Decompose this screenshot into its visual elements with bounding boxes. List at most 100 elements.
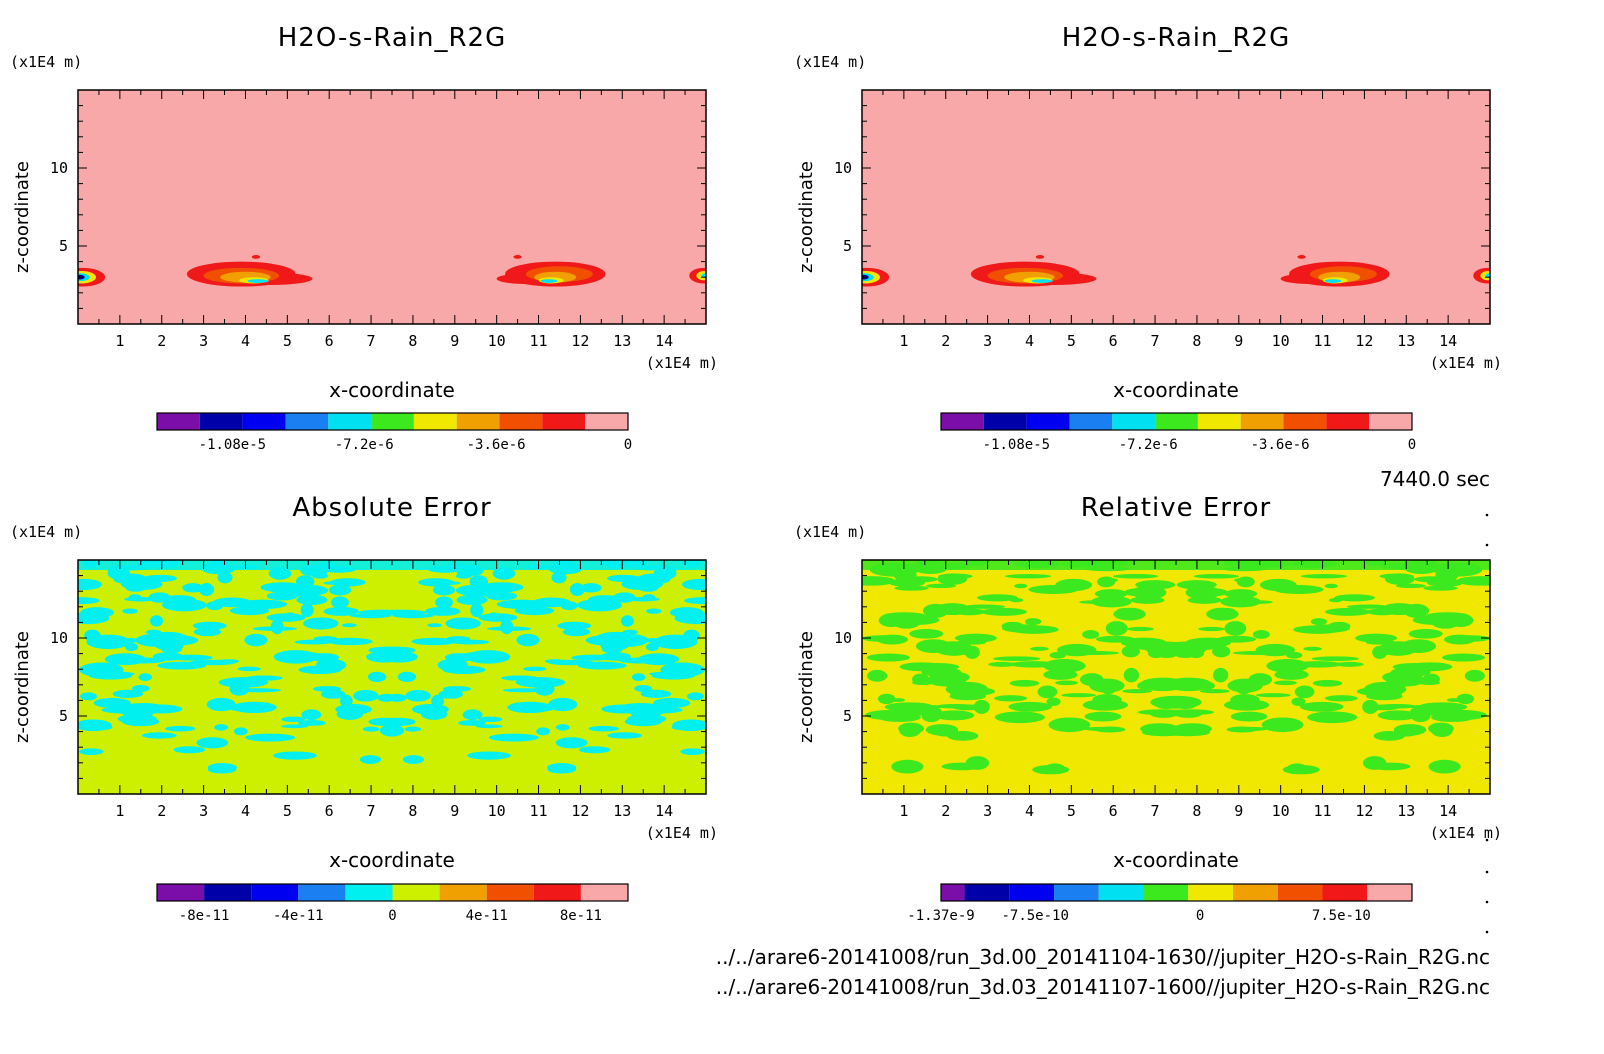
error-contour xyxy=(988,661,1017,667)
error-contour xyxy=(1431,723,1453,737)
error-contour xyxy=(1408,628,1443,639)
x-unit-label: (x1E4 m) xyxy=(1430,354,1502,372)
error-contour xyxy=(1418,680,1440,686)
error-contour xyxy=(925,724,959,736)
error-contour xyxy=(577,661,627,670)
error-contour xyxy=(1449,635,1490,642)
error-contour xyxy=(252,626,298,631)
colorbar-frame xyxy=(940,412,1413,431)
error-contour xyxy=(1441,653,1486,662)
colorbar-swatch xyxy=(585,413,628,430)
error-contour xyxy=(1131,585,1167,600)
error-contour xyxy=(300,603,314,618)
margin-dot xyxy=(1485,870,1489,874)
error-contour xyxy=(1230,711,1268,722)
error-contour xyxy=(1373,731,1405,741)
error-contour xyxy=(949,692,986,701)
error-contour xyxy=(161,595,196,604)
x-tick-label: 11 xyxy=(1314,802,1332,820)
error-contour xyxy=(1362,699,1379,714)
colorbar: -1.08e-5 -7.2e-6 -3.6e-6 0 xyxy=(940,412,1416,453)
x-tick-label: 9 xyxy=(450,802,459,820)
error-contour xyxy=(1423,585,1458,591)
error-contour xyxy=(1127,626,1154,632)
error-contour xyxy=(1123,667,1140,683)
error-contour xyxy=(1046,697,1061,707)
error-contour xyxy=(273,751,317,760)
error-contour xyxy=(431,694,444,708)
error-contour xyxy=(645,637,662,643)
colorbar-swatch xyxy=(1326,413,1370,430)
error-contour xyxy=(1414,576,1448,583)
error-contour xyxy=(1392,662,1438,671)
colorbar-tick-label: -7.2e-6 xyxy=(1119,437,1178,453)
error-contour xyxy=(1206,607,1239,621)
x-tick-label: 3 xyxy=(983,802,992,820)
error-contour xyxy=(1092,694,1122,706)
error-contour xyxy=(551,571,567,584)
error-contour xyxy=(624,717,663,727)
error-contour xyxy=(125,583,147,592)
x-tick-label: 12 xyxy=(1355,802,1373,820)
error-contour xyxy=(1372,645,1388,659)
error-contour xyxy=(941,762,983,771)
error-contour xyxy=(1121,645,1140,658)
error-contour xyxy=(1366,692,1403,701)
file-path-1: ../../arare6-20141008/run_3d.00_20141104… xyxy=(716,945,1490,969)
x-axis-label: x-coordinate xyxy=(1113,378,1239,402)
error-contour xyxy=(467,751,511,760)
error-contour xyxy=(660,662,705,678)
x-tick-label: 8 xyxy=(1192,802,1201,820)
error-contour xyxy=(418,578,454,587)
error-contour xyxy=(1384,573,1415,585)
error-contour xyxy=(683,629,700,642)
error-contour xyxy=(420,708,448,720)
error-contour xyxy=(1030,646,1049,651)
error-contour xyxy=(894,585,929,591)
error-contour xyxy=(1069,650,1120,656)
x-tick-label: 10 xyxy=(488,802,506,820)
x-tick-label: 13 xyxy=(1397,332,1415,350)
error-contour xyxy=(387,693,407,702)
colorbar-swatch xyxy=(439,884,487,901)
colorbar-swatch xyxy=(580,884,628,901)
error-contour xyxy=(1122,689,1153,694)
error-contour xyxy=(680,748,705,755)
error-contour xyxy=(1049,651,1066,659)
error-contour xyxy=(595,631,636,645)
error-contour xyxy=(899,723,921,737)
margin-dot xyxy=(1485,900,1489,904)
error-contour xyxy=(687,692,704,701)
x-tick-label: 6 xyxy=(325,802,334,820)
x-tick-label: 3 xyxy=(983,332,992,350)
error-contour xyxy=(1082,630,1100,639)
error-contour xyxy=(1224,621,1247,636)
error-contour xyxy=(526,704,555,712)
colorbar: -1.08e-5 -7.2e-6 -3.6e-6 0 xyxy=(156,412,632,453)
x-tick-label: 8 xyxy=(408,332,417,350)
margin-dot xyxy=(1485,543,1489,547)
error-contour xyxy=(862,576,896,586)
error-contour xyxy=(1248,673,1273,687)
error-contour xyxy=(367,671,387,683)
error-contour xyxy=(1055,680,1078,686)
x-tick-label: 11 xyxy=(1314,332,1332,350)
colorbar-tick-label: -3.6e-6 xyxy=(1251,437,1310,453)
error-contour xyxy=(557,621,592,630)
colorbar-tick-label: -7.2e-6 xyxy=(335,437,394,453)
error-contour xyxy=(206,697,236,712)
error-contour xyxy=(340,694,353,708)
heatmap-background xyxy=(862,90,1490,324)
colorbar-swatch xyxy=(199,413,243,430)
colorbar-swatch xyxy=(499,413,543,430)
error-contour xyxy=(411,637,457,646)
error-contour xyxy=(909,628,944,639)
error-contour xyxy=(478,613,518,622)
x-tick-label: 1 xyxy=(899,332,908,350)
error-contour xyxy=(173,746,206,754)
x-tick-label: 5 xyxy=(1067,332,1076,350)
x-tick-label: 12 xyxy=(571,802,589,820)
y-tick-label: 5 xyxy=(59,237,68,255)
error-contour xyxy=(217,571,233,584)
error-contour xyxy=(954,608,986,616)
